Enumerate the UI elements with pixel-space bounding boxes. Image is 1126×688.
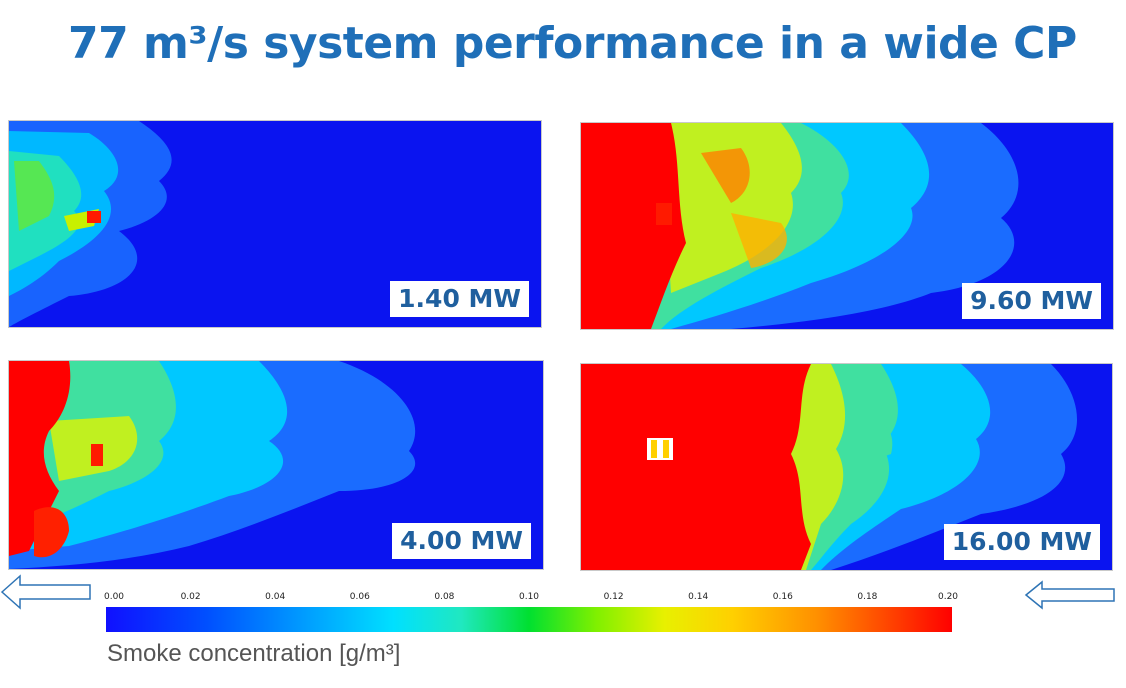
smoke-plot-4-00mw: 4.00 MW [8,360,544,570]
smoke-plot-16-00mw: 16.00 MW [580,363,1113,571]
smoke-plot-1-40mw: 1.40 MW [8,120,542,328]
smoke-field-1 [9,121,541,327]
colorbar [106,607,952,632]
panel-label: 4.00 MW [392,523,531,559]
colorbar-tick-label: 0.20 [937,592,959,602]
colorbar-tick-label: 0.10 [518,592,540,602]
colorbar-tick-label: 0.02 [180,592,201,602]
left-arrow-icon [0,574,91,610]
colorbar-label: Smoke concentration [g/m³] [107,640,401,667]
panel-label: 1.40 MW [390,281,529,317]
colorbar-tick-label: 0.08 [434,592,455,602]
colorbar-tick-label: 0.16 [772,592,793,602]
smoke-field-2 [581,123,1113,329]
smoke-plot-9-60mw: 9.60 MW [580,122,1114,330]
colorbar-tick-label: 0.00 [103,592,125,602]
colorbar-ticks: 0.00 0.02 0.04 0.06 0.08 0.10 0.12 0.14 0.16 0.18… [103,592,958,606]
colorbar-tick-label: 0.06 [349,592,370,602]
colorbar-tick-label: 0.04 [265,592,286,602]
smoke-field-3 [9,361,543,569]
colorbar-tick-label: 0.14 [688,592,709,602]
panel-label: 9.60 MW [962,283,1101,319]
panel-label: 16.00 MW [943,524,1100,560]
smoke-field-4 [581,364,1112,570]
colorbar-tick-label: 0.12 [603,592,624,602]
left-arrow-icon [1024,580,1115,610]
colorbar-tick-label: 0.18 [857,592,878,602]
slide-title: 77 m³/s system performance in a wide CP [68,18,1077,69]
